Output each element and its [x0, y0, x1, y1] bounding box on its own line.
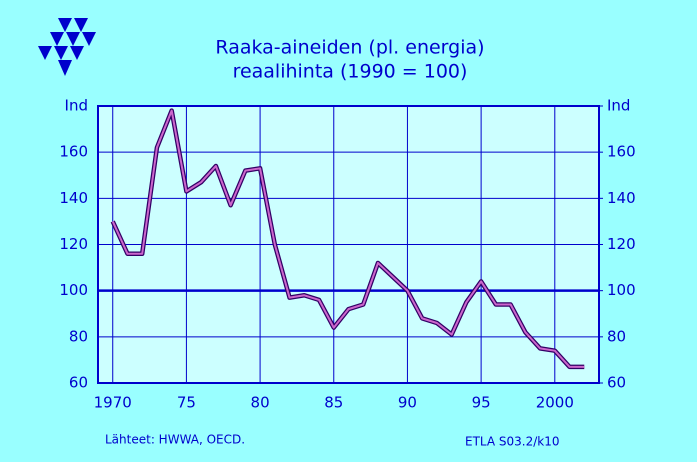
- y2-tick-label: 160: [607, 143, 636, 161]
- y-tick-label: Ind: [65, 97, 88, 115]
- y-tick-label: 140: [59, 189, 88, 207]
- x-tick-label: 80: [251, 394, 270, 412]
- x-tick-label: 85: [324, 394, 343, 412]
- x-tick-label: 2000: [536, 394, 574, 412]
- line: [111, 109, 585, 368]
- y-tick-label: 60: [69, 374, 88, 392]
- y-tick-label: 160: [59, 143, 88, 161]
- y-tick-label: 120: [59, 235, 88, 253]
- y2-tick-label: 60: [607, 374, 626, 392]
- y2-tick-label: 140: [607, 189, 636, 207]
- y-tick-label: 80: [69, 327, 88, 345]
- y2-tick-label: 120: [607, 235, 636, 253]
- y2-tick-label: Ind: [607, 97, 630, 115]
- x-tick-label: 90: [398, 394, 417, 412]
- x-tick-label: 95: [472, 394, 491, 412]
- y-tick-label: 100: [59, 281, 88, 299]
- y2-tick-label: 100: [607, 281, 636, 299]
- chart-title: reaalihinta (1990 = 100): [233, 61, 468, 83]
- source: Lähteet: HWWA, OECD.: [105, 433, 245, 447]
- logo: [38, 18, 96, 76]
- x-tick-label: 75: [177, 394, 196, 412]
- x-tick-label: 1970: [94, 394, 132, 412]
- y2-tick-label: 80: [607, 327, 626, 345]
- chart-title: Raaka-aineiden (pl. energia): [215, 37, 484, 59]
- code: ETLA S03.2/k10: [465, 435, 560, 449]
